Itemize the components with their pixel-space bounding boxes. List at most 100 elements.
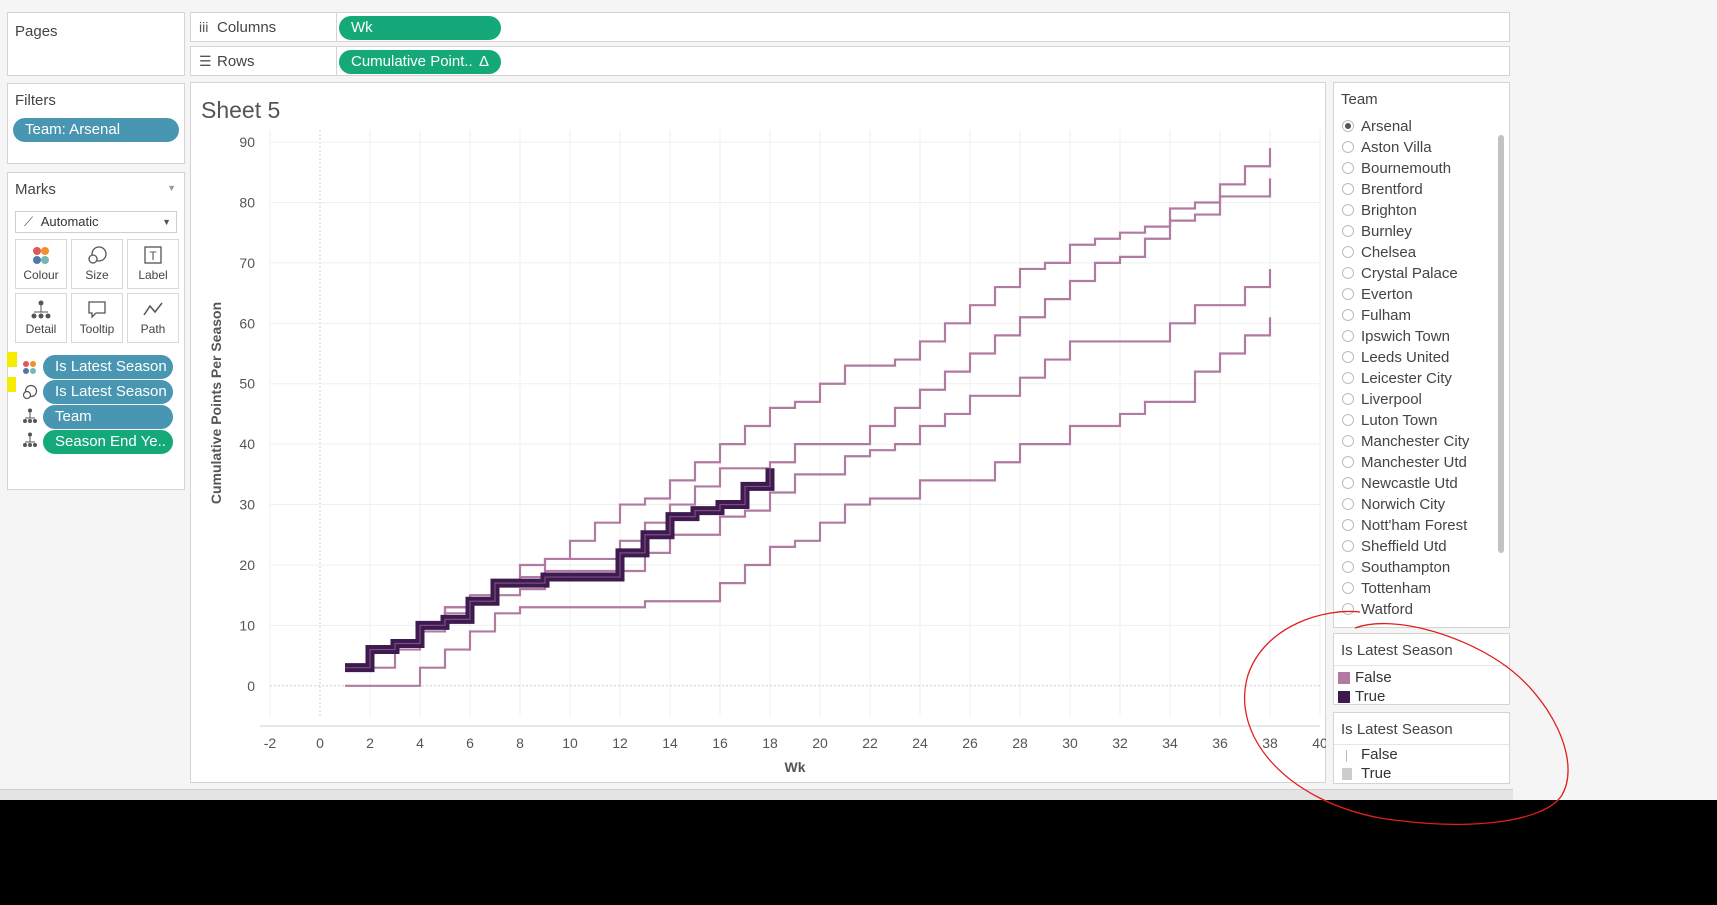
- team-option[interactable]: Brentford: [1342, 181, 1423, 202]
- radio-button-icon[interactable]: [1342, 540, 1354, 552]
- team-option[interactable]: Luton Town: [1342, 412, 1437, 433]
- mark-tooltip-button[interactable]: Tooltip: [71, 293, 123, 343]
- radio-button-icon[interactable]: [1342, 351, 1354, 363]
- series-line-past-season[interactable]: [345, 268, 1272, 669]
- radio-button-icon[interactable]: [1342, 183, 1354, 195]
- team-option-label: Bournemouth: [1361, 160, 1452, 177]
- size-icon: [88, 246, 107, 264]
- highlight-mark: [7, 377, 16, 392]
- team-option[interactable]: Brighton: [1342, 202, 1417, 223]
- y-tick-label: 80: [239, 194, 255, 210]
- team-option-label: Burnley: [1361, 223, 1412, 240]
- legend-swatch-false: [1338, 672, 1350, 684]
- rows-shelf[interactable]: ☰ Rows Cumulative Point.. Δ: [190, 46, 1510, 76]
- colour-icon: [23, 361, 36, 374]
- mark-tooltip-label: Tooltip: [79, 322, 115, 336]
- radio-button-icon[interactable]: [1342, 435, 1354, 447]
- series-line-past-season[interactable]: [345, 148, 1272, 669]
- team-option[interactable]: Manchester City: [1342, 433, 1469, 454]
- mark-size-button[interactable]: Size: [71, 239, 123, 289]
- cumulative-points-chart[interactable]: -2 0 2 4 6 8 10 12 14 16 18 20 22 24 26 28 30 32 34 36 38 400…: [190, 82, 1326, 783]
- columns-icon: iii: [199, 19, 209, 35]
- team-option[interactable]: Southampton: [1342, 559, 1450, 580]
- mark-type-select[interactable]: ⟋ Automatic ▼: [15, 211, 177, 233]
- mark-size-label: Size: [85, 268, 109, 282]
- radio-button-icon[interactable]: [1342, 372, 1354, 384]
- size-legend-title: Is Latest Season: [1341, 721, 1453, 738]
- y-tick-label: 60: [239, 315, 255, 331]
- team-option[interactable]: Aston Villa: [1342, 139, 1432, 160]
- radio-button-icon[interactable]: [1342, 393, 1354, 405]
- team-option[interactable]: Sheffield Utd: [1342, 538, 1447, 559]
- team-option[interactable]: Tottenham: [1342, 580, 1431, 601]
- radio-button-icon[interactable]: [1342, 561, 1354, 573]
- radio-button-icon[interactable]: [1342, 498, 1354, 510]
- sheet-tabs-bar: [0, 789, 1513, 800]
- radio-button-icon[interactable]: [1342, 456, 1354, 468]
- team-option[interactable]: Arsenal: [1342, 118, 1412, 139]
- mark-colour-button[interactable]: Colour: [15, 239, 67, 289]
- y-tick-label: 20: [239, 557, 255, 573]
- team-option[interactable]: Crystal Palace: [1342, 265, 1458, 286]
- team-option[interactable]: Everton: [1342, 286, 1413, 307]
- x-tick-label: 16: [712, 735, 728, 751]
- status-bar: [0, 800, 1717, 905]
- team-list-scrollbar[interactable]: [1498, 135, 1504, 553]
- legend-swatch-true: [1338, 691, 1350, 703]
- mark-label-button[interactable]: T Label: [127, 239, 179, 289]
- team-option[interactable]: Chelsea: [1342, 244, 1416, 265]
- radio-button-icon[interactable]: [1342, 162, 1354, 174]
- series-line-past-season[interactable]: [345, 317, 1272, 687]
- filters-pane: Filters Team: Arsenal: [7, 83, 185, 164]
- team-option[interactable]: Norwich City: [1342, 496, 1445, 517]
- y-axis-title: Cumulative Points Per Season: [208, 302, 224, 504]
- team-option[interactable]: Liverpool: [1342, 391, 1422, 412]
- marks-field-season-end-year[interactable]: Season End Ye..: [43, 430, 173, 454]
- team-option-label: Norwich City: [1361, 496, 1446, 513]
- x-tick-label: 28: [1012, 735, 1028, 751]
- mark-path-button[interactable]: Path: [127, 293, 179, 343]
- radio-button-icon[interactable]: [1342, 267, 1354, 279]
- radio-button-icon[interactable]: [1342, 582, 1354, 594]
- team-option[interactable]: Newcastle Utd: [1342, 475, 1458, 496]
- y-tick-label: 40: [239, 436, 255, 452]
- team-option[interactable]: Fulham: [1342, 307, 1411, 328]
- radio-button-icon[interactable]: [1342, 120, 1354, 132]
- marks-field-is-latest-season-colour[interactable]: Is Latest Season: [43, 355, 173, 379]
- team-option-label: Manchester Utd: [1361, 454, 1467, 471]
- radio-button-icon[interactable]: [1342, 330, 1354, 342]
- radio-button-icon[interactable]: [1342, 477, 1354, 489]
- x-tick-label: 24: [912, 735, 928, 751]
- marks-pane: Marks ▼ ⟋ Automatic ▼ Colour Size T Labe…: [7, 172, 185, 490]
- team-option[interactable]: Leicester City: [1342, 370, 1452, 391]
- size-icon: [22, 384, 38, 400]
- radio-button-icon[interactable]: [1342, 519, 1354, 531]
- radio-button-icon[interactable]: [1342, 246, 1354, 258]
- filter-pill-team[interactable]: Team: Arsenal: [13, 118, 179, 142]
- radio-button-icon[interactable]: [1342, 288, 1354, 300]
- columns-pill-wk[interactable]: Wk: [339, 16, 501, 40]
- team-option[interactable]: Ipswich Town: [1342, 328, 1450, 349]
- team-option[interactable]: Bournemouth: [1342, 160, 1451, 181]
- rows-pill-cumulative-points[interactable]: Cumulative Point.. Δ: [339, 50, 501, 74]
- marks-field-is-latest-season-size[interactable]: Is Latest Season: [43, 380, 173, 404]
- colour-legend-title: Is Latest Season: [1341, 642, 1453, 659]
- radio-button-icon[interactable]: [1342, 309, 1354, 321]
- marks-field-team[interactable]: Team: [43, 405, 173, 429]
- team-option[interactable]: Manchester Utd: [1342, 454, 1467, 475]
- team-option[interactable]: Leeds United: [1342, 349, 1449, 370]
- team-option[interactable]: Burnley: [1342, 223, 1412, 244]
- team-option[interactable]: Nott'ham Forest: [1342, 517, 1467, 538]
- radio-button-icon[interactable]: [1342, 141, 1354, 153]
- mark-detail-button[interactable]: Detail: [15, 293, 67, 343]
- highlight-mark: [7, 352, 17, 367]
- chevron-down-icon: ▼: [162, 217, 171, 227]
- radio-button-icon[interactable]: [1342, 225, 1354, 237]
- pages-pane[interactable]: Pages: [7, 12, 185, 76]
- radio-button-icon[interactable]: [1342, 204, 1354, 216]
- series-line-latest-season[interactable]: [345, 468, 775, 673]
- x-tick-label: 32: [1112, 735, 1128, 751]
- columns-shelf[interactable]: iii Columns Wk: [190, 12, 1510, 42]
- radio-button-icon[interactable]: [1342, 414, 1354, 426]
- marks-menu-icon[interactable]: ▼: [167, 183, 176, 193]
